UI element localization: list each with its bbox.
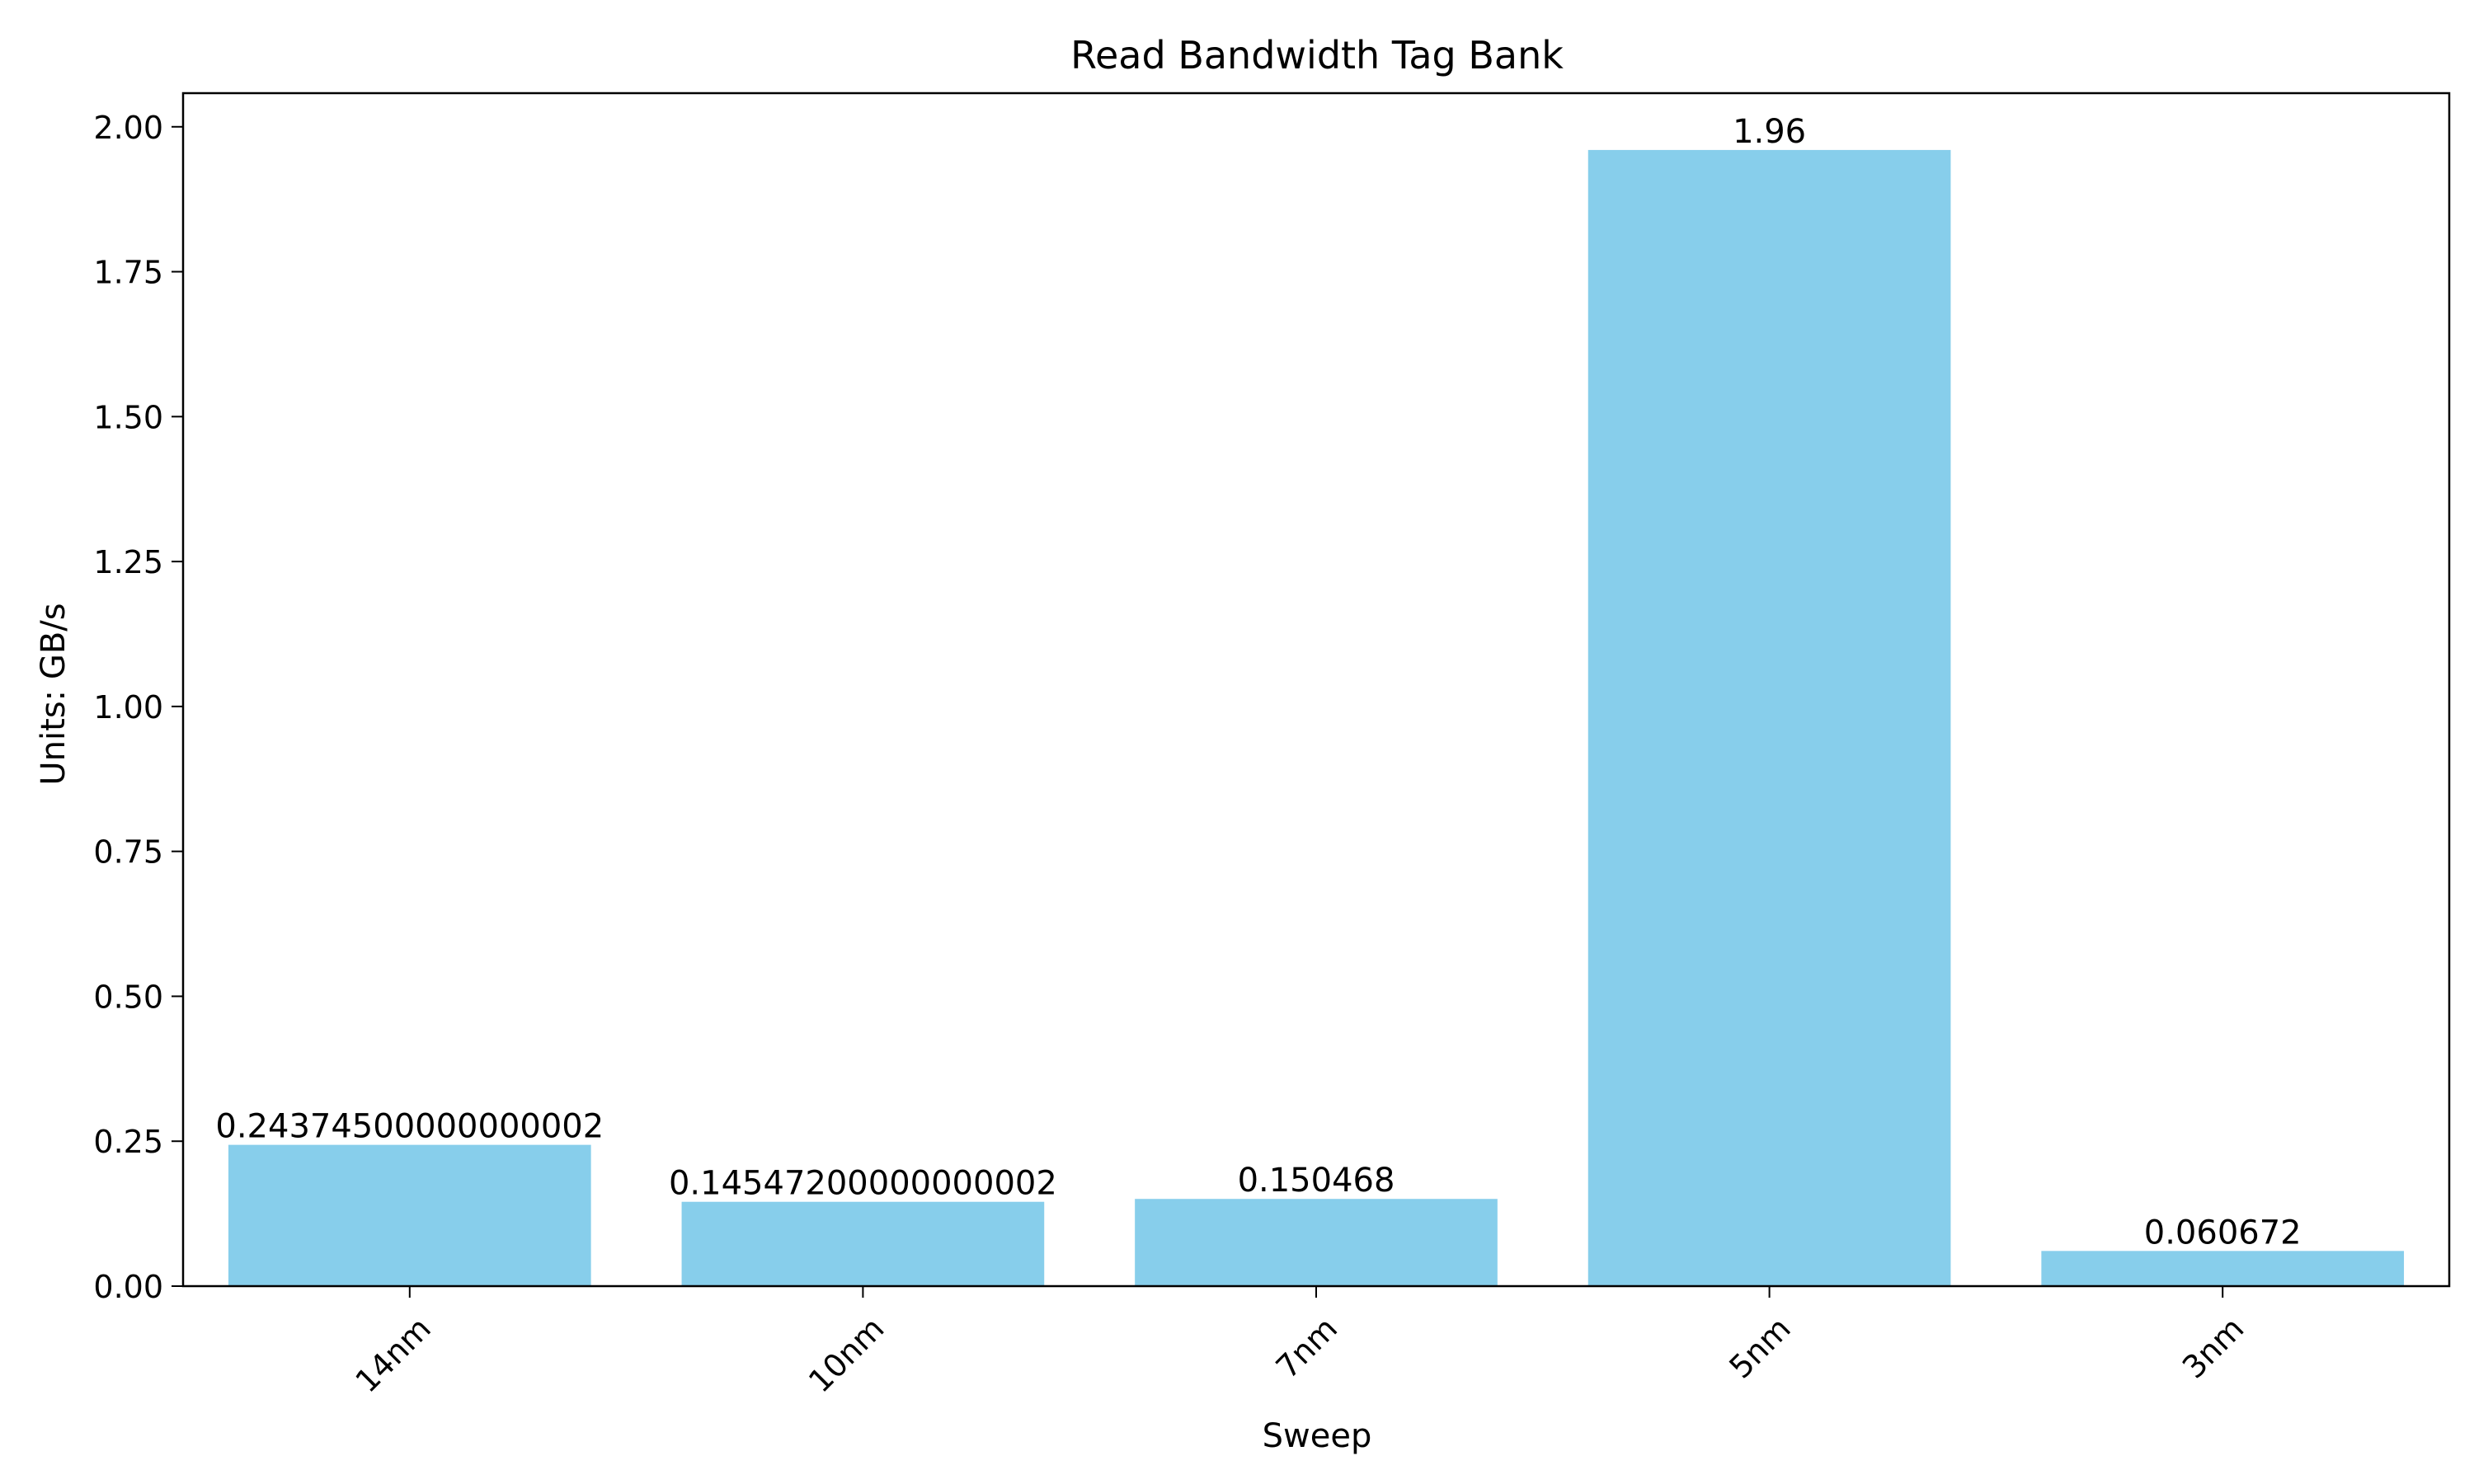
- bar: [228, 1144, 591, 1286]
- bar: [1135, 1199, 1498, 1286]
- y-tick-label: 0.25: [93, 1124, 163, 1160]
- axes-frame: [181, 92, 2451, 1288]
- bar-value-label: 0.14547200000000002: [669, 1165, 1057, 1203]
- chart-title: Read Bandwidth Tag Bank: [1070, 33, 1564, 77]
- y-axis-label: Units: GB/s: [35, 603, 73, 785]
- y-tick-label: 0.00: [93, 1269, 163, 1305]
- bar: [681, 1201, 1045, 1286]
- y-tick-label: 1.25: [93, 544, 163, 580]
- bar-value-label: 0.24374500000000002: [215, 1108, 604, 1146]
- y-tick-label: 1.00: [93, 689, 163, 726]
- bar: [2041, 1251, 2405, 1286]
- y-tick-label: 0.50: [93, 979, 163, 1015]
- y-tick-label: 1.50: [93, 399, 163, 435]
- y-tick-label: 0.75: [93, 834, 163, 871]
- bar-value-label: 1.96: [1733, 113, 1806, 151]
- y-tick-label: 2.00: [93, 110, 163, 146]
- y-tick-label: 1.75: [93, 255, 163, 291]
- x-axis-label: Sweep: [1263, 1417, 1372, 1455]
- bar-value-label: 0.060672: [2144, 1214, 2302, 1252]
- bar: [1587, 149, 1951, 1286]
- bar-value-label: 0.150468: [1238, 1162, 1395, 1200]
